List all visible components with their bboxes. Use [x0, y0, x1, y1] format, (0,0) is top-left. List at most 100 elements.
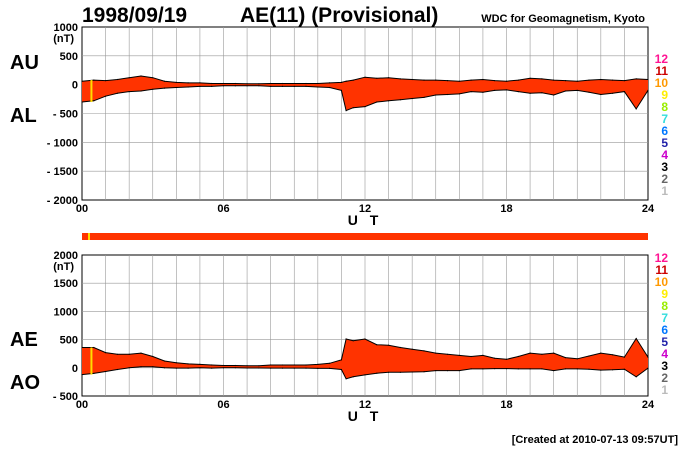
panel2-point-AE	[81, 346, 83, 349]
panel2-point-AE	[588, 355, 590, 357]
panel2-point-AE	[388, 344, 390, 346]
panel2-point-AO	[612, 369, 614, 371]
legend-item: 12	[655, 52, 669, 66]
panel2-point-AO	[329, 367, 331, 369]
panel2-point-AO	[305, 367, 307, 369]
legend-item: 1	[661, 184, 668, 198]
panel1-point-AU	[175, 81, 177, 83]
panel1-point-AL	[81, 101, 83, 103]
panel1-point-AL	[345, 110, 347, 112]
panel1-ytick-label: 500	[60, 51, 78, 63]
panel2-point-AE	[364, 338, 366, 340]
legend-item: 4	[661, 148, 668, 162]
panel1-point-AL	[234, 85, 236, 87]
panel1-point-AU	[281, 82, 284, 85]
panel2-point-AE	[116, 353, 118, 355]
panel2-point-AE	[175, 362, 177, 364]
panel1-point-AU	[435, 79, 437, 81]
panel2-point-AO	[281, 367, 284, 369]
panel1-xtick-label: 18	[500, 203, 512, 215]
panel2-upper-label: AE	[10, 329, 38, 351]
panel2-point-AO	[93, 372, 95, 374]
panel2-point-AO	[446, 370, 449, 372]
panel1-point-AU	[364, 76, 366, 78]
panel2-point-AE	[293, 364, 295, 366]
panel2-ytick-label: 1000	[54, 306, 78, 318]
panel1-point-AL	[281, 85, 284, 87]
panel2-point-AE	[199, 363, 201, 365]
panel2-point-AE	[399, 346, 401, 349]
panel1-fill-area	[82, 76, 648, 111]
panel1-point-AL	[388, 100, 390, 102]
panel2-point-AO	[494, 368, 496, 370]
panel1-point-AU	[222, 82, 225, 85]
panel2-ytick-label: 0	[72, 363, 78, 375]
panel1-point-AU	[352, 79, 354, 81]
panel1-point-AL	[376, 101, 378, 103]
legend-item: 2	[661, 172, 668, 186]
panel2-point-AE	[576, 358, 578, 360]
panel2-ytick-label: - 500	[53, 391, 78, 403]
panel1-point-AU	[482, 78, 484, 81]
panel2-point-AE	[93, 346, 95, 349]
panel1-point-AL	[482, 91, 484, 93]
panel1-point-AU	[340, 81, 342, 83]
panel1-point-AL	[446, 93, 449, 96]
panel2-point-AO	[364, 374, 366, 376]
panel1-point-AU	[553, 79, 555, 81]
panel1-point-AL	[93, 100, 95, 102]
panel1-point-AL	[352, 107, 354, 109]
panel1-point-AL	[258, 85, 260, 87]
panel1-point-AU	[612, 79, 614, 81]
legend-item: 8	[661, 100, 668, 114]
legend-item: 3	[661, 160, 668, 174]
panel1-point-AU	[376, 77, 378, 79]
panel2-point-AE	[612, 354, 614, 356]
panel1-point-AU	[93, 79, 95, 81]
panel1-point-AU	[305, 82, 307, 85]
panel2-point-AE	[246, 365, 248, 367]
created-label: [Created at 2010-07-13 09:57UT]	[512, 434, 679, 446]
panel2-point-AE	[600, 352, 602, 354]
panel1-xtick-label: 12	[359, 203, 371, 215]
panel2-point-AO	[175, 367, 177, 369]
panel2-point-AE	[270, 364, 272, 366]
panel1-ytick-label: - 1500	[47, 166, 78, 178]
panel2-point-AE	[128, 353, 130, 355]
panel2-point-AE	[234, 364, 236, 367]
panel1-point-AU	[505, 80, 508, 82]
panel2-point-AE	[317, 363, 319, 365]
legend-item: 7	[661, 112, 668, 126]
panel1-point-AU	[293, 82, 295, 85]
panel1-point-AL	[187, 86, 189, 88]
panel2-point-AO	[600, 369, 602, 371]
panel1-point-AL	[140, 90, 142, 92]
panel1-xtick-label: 00	[76, 203, 88, 215]
panel1-point-AU	[81, 80, 83, 82]
separator-marker	[88, 233, 90, 240]
separator-bar	[82, 233, 648, 240]
panel1-point-AU	[623, 80, 626, 82]
panel2-point-AO	[411, 371, 413, 373]
panel1-ytick-label: - 1000	[47, 137, 78, 149]
panel1-series-line-AL	[81, 85, 649, 112]
panel1-point-AL	[600, 93, 602, 96]
panel2-point-AO	[388, 371, 390, 373]
panel1-point-AL	[564, 90, 567, 92]
panel2-point-AO	[222, 367, 225, 369]
panel2-point-AE	[541, 353, 543, 355]
panel2-point-AO	[541, 368, 543, 370]
panel1-xtick-label: 06	[217, 203, 229, 215]
panel1-point-AL	[105, 95, 107, 97]
panel1-point-AL	[635, 108, 637, 110]
panel1-point-AU	[270, 82, 272, 85]
panel1-point-AL	[505, 89, 508, 91]
panel2-xtick-label: 18	[500, 399, 512, 411]
panel2-point-AO	[482, 368, 484, 370]
panel1-point-AU	[152, 77, 154, 79]
panel1-point-AL	[541, 92, 543, 94]
panel2-point-AO	[234, 367, 236, 369]
panel2-point-AE	[258, 365, 260, 367]
